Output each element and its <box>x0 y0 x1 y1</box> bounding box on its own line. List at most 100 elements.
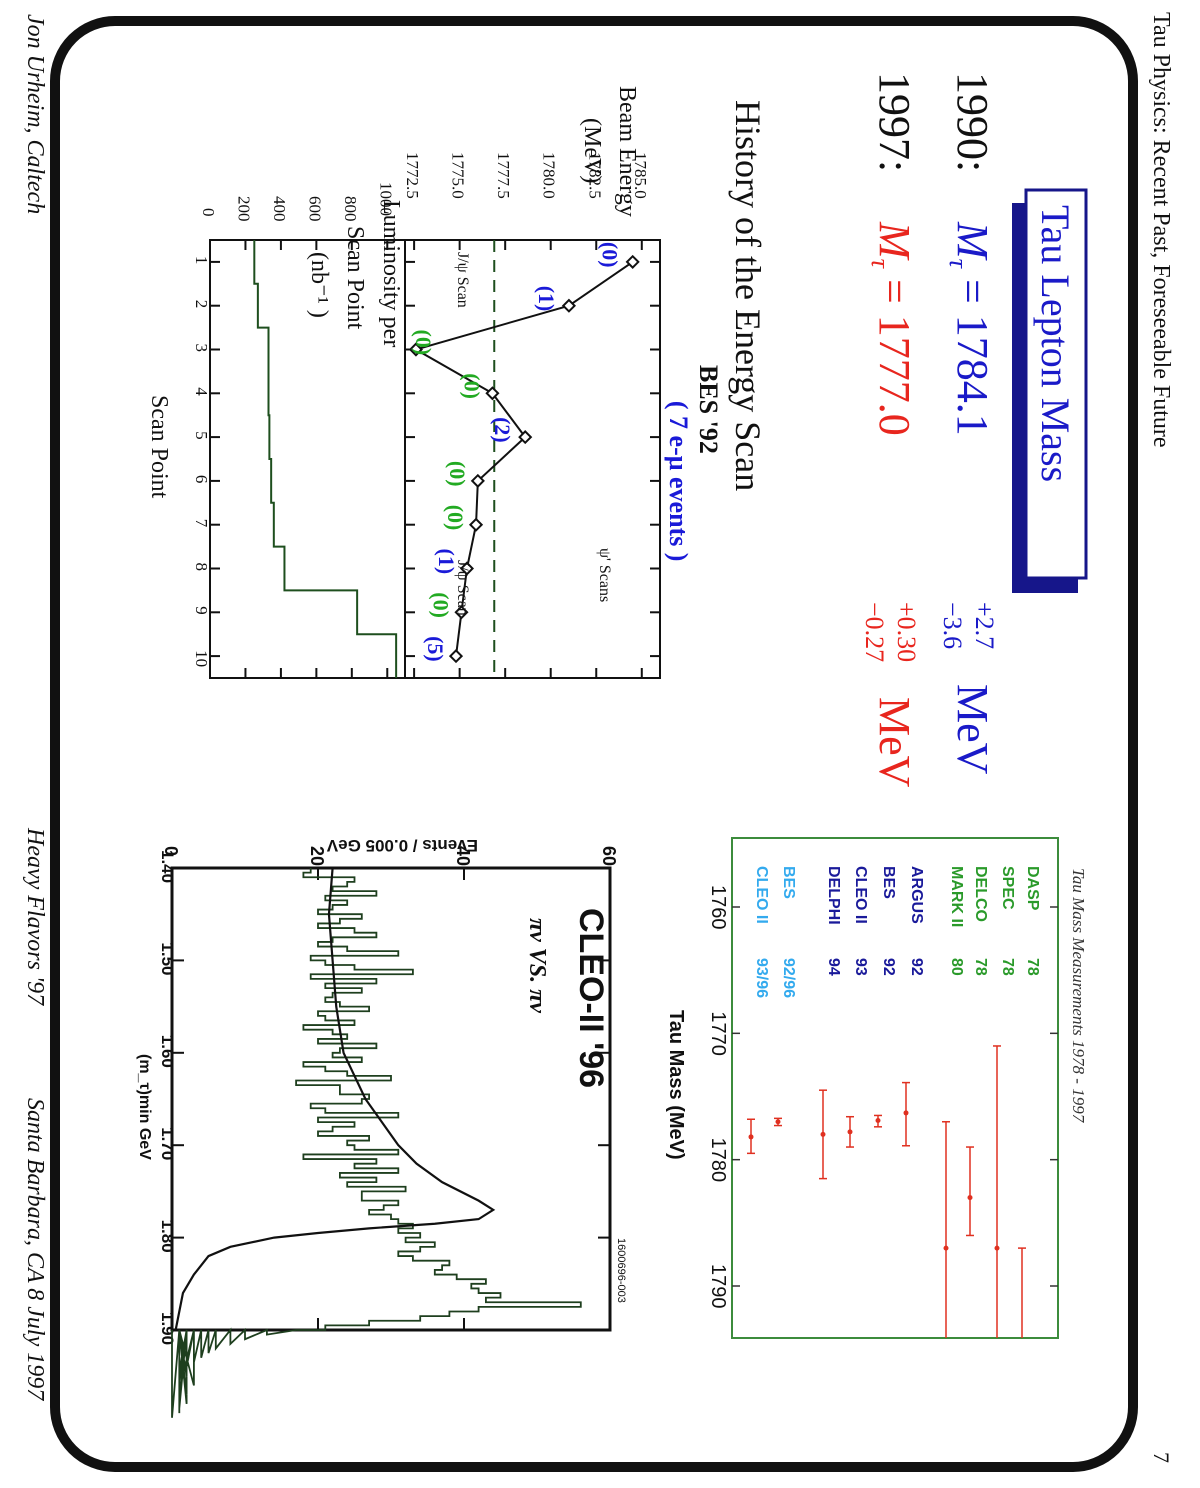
y-axis-label-2: Scan Point <box>342 226 368 330</box>
y-axis-label: Events / 0.005 GeV <box>326 836 478 855</box>
event-count-label: (0) <box>428 592 453 618</box>
result-1997-sub: τ <box>866 259 895 270</box>
x-tick-label: 1.60 <box>158 1035 177 1068</box>
plot-frame <box>170 866 612 1332</box>
y-tick-label: 1780.0 <box>540 152 559 199</box>
title-box <box>1024 188 1088 580</box>
energy-point <box>448 649 464 664</box>
figure-id-label: 1600696-003 <box>615 1238 627 1303</box>
legend-label: MARK II <box>948 866 965 927</box>
y-tick-label: 0 <box>199 208 218 217</box>
legend-label: DASP <box>1024 866 1041 911</box>
bes-luminosity-chart: 0 200 400 600 800 1000 1 2 3 4 5 6 7 8 9 10 Luminosity p… <box>146 182 406 679</box>
x-tick-label: 5 <box>192 431 211 440</box>
chart-title: BES '92 <box>694 365 723 454</box>
result-1997-unit: MeV <box>870 697 919 788</box>
slide-frame <box>50 16 1138 1472</box>
scan-label: J/ψ Scan <box>454 560 471 616</box>
y-tick-label: 1777.5 <box>494 152 513 199</box>
header-title: Tau Physics: Recent Past, Foreseeable Fu… <box>1148 12 1174 448</box>
energy-point <box>408 342 423 357</box>
y-axis-label: Beam Energy <box>614 86 640 217</box>
measurement-point <box>967 1195 973 1201</box>
result-1997: 1997: Mτ = 1777.0 +0.30 −0.27 MeV <box>860 72 921 788</box>
result-1990-eq: = 1784.1 <box>948 268 997 436</box>
legend-year: 93 <box>852 958 869 976</box>
result-1997-eq: = 1777.0 <box>870 268 919 436</box>
scan-label: J/ψ Scan <box>454 252 471 308</box>
measurement-point <box>775 1119 781 1125</box>
page-number: 7 <box>1149 1452 1174 1463</box>
result-1997-plus: +0.30 <box>892 602 921 662</box>
x-tick-label: 10 <box>192 650 211 667</box>
x-tick-label: 1780 <box>707 1138 729 1183</box>
result-1997-minus: −0.27 <box>860 602 889 662</box>
event-count-label: (5) <box>423 636 448 662</box>
result-1990: 1990: Mτ = 1784.1 +2.7 −3.6 MeV <box>938 72 999 775</box>
legend-label: CLEO II <box>753 866 770 924</box>
event-total-label: ( 7 e-μ events ) <box>664 401 693 562</box>
y-axis-unit-label: (nb⁻¹ ) <box>306 252 332 318</box>
x-tick-label: 7 <box>192 519 211 528</box>
result-1990-plus: +2.7 <box>970 602 999 649</box>
legend-year: 78 <box>999 958 1016 976</box>
energy-point <box>518 430 533 445</box>
legend-label: DELPHI <box>825 866 842 925</box>
x-axis-label: (m_τ)min GeV <box>136 1054 153 1160</box>
event-count-label: (0) <box>445 461 470 487</box>
x-tick-label: 8 <box>192 563 211 572</box>
cleo-histogram-chart: 0 20 40 60 1.40 1.50 1.60 1.70 1.80 1.90 CLEO-II '… <box>136 836 627 1418</box>
x-tick-label: 6 <box>192 475 211 484</box>
y-tick-label: 600 <box>305 196 324 222</box>
x-axis-label: Scan Point <box>146 395 172 499</box>
footer-conference: Heavy Flavors '97 <box>22 827 48 1006</box>
result-1990-symbol: M <box>948 221 997 261</box>
y-tick-label: 1000 <box>376 182 395 216</box>
x-tick-label: 1.70 <box>158 1127 177 1160</box>
energy-point <box>454 605 469 620</box>
energy-point <box>561 298 576 313</box>
tau-mass-history-chart: Tau Mass Measurements 1978 - 1997 1760 177… <box>665 837 1088 1339</box>
x-tick-label: 1790 <box>707 1264 729 1309</box>
footer-author: Jon Urheim, Caltech <box>22 14 48 214</box>
x-tick-label: 1.50 <box>158 942 177 975</box>
energy-line <box>413 261 634 657</box>
y-tick-label: 1772.5 <box>403 152 422 199</box>
plot-frame <box>209 239 406 679</box>
energy-point <box>459 561 474 576</box>
x-tick-label: 1.80 <box>158 1220 177 1253</box>
histogram-steps <box>171 868 582 1418</box>
y-tick-label: 20 <box>307 846 327 866</box>
y-tick-label: 1775.0 <box>449 152 468 199</box>
footer-location-date: Santa Barbara, CA 8 July 1997 <box>22 1098 48 1401</box>
y-tick-label: 60 <box>599 846 619 866</box>
legend-label: BES <box>880 866 897 899</box>
x-tick-label: 1.90 <box>158 1312 177 1345</box>
result-1990-unit: MeV <box>948 684 997 775</box>
x-tick-label: 1760 <box>707 885 729 930</box>
legend-label: CLEO II <box>852 866 869 924</box>
energy-point <box>470 473 485 488</box>
event-count-label: (0) <box>411 330 436 356</box>
history-title: History of the Energy Scan <box>728 100 768 491</box>
measurement-point <box>748 1134 754 1140</box>
event-count-label: (0) <box>459 373 484 399</box>
x-tick-label: 1 <box>192 256 211 265</box>
result-1990-value: Mτ = 1784.1 <box>944 221 997 436</box>
slide-title: Tau Lepton Mass <box>1033 205 1078 482</box>
x-tick-label: 2 <box>192 300 211 309</box>
y-tick-label: 0 <box>161 846 181 856</box>
x-tick-label: 1.40 <box>158 850 177 883</box>
result-1997-year: 1997: <box>870 72 919 172</box>
energy-point <box>625 254 640 269</box>
y-tick-label: 200 <box>234 196 253 222</box>
plot-frame <box>731 837 1059 1339</box>
measurement-point <box>820 1131 826 1137</box>
result-1990-minus: −3.6 <box>938 602 967 649</box>
result-1997-symbol: M <box>870 221 919 261</box>
y-tick-label: 800 <box>341 196 360 222</box>
legend-label: DELCO <box>972 866 989 922</box>
result-1990-sub: τ <box>944 259 973 270</box>
scan-label: ψ' Scans <box>596 548 613 602</box>
